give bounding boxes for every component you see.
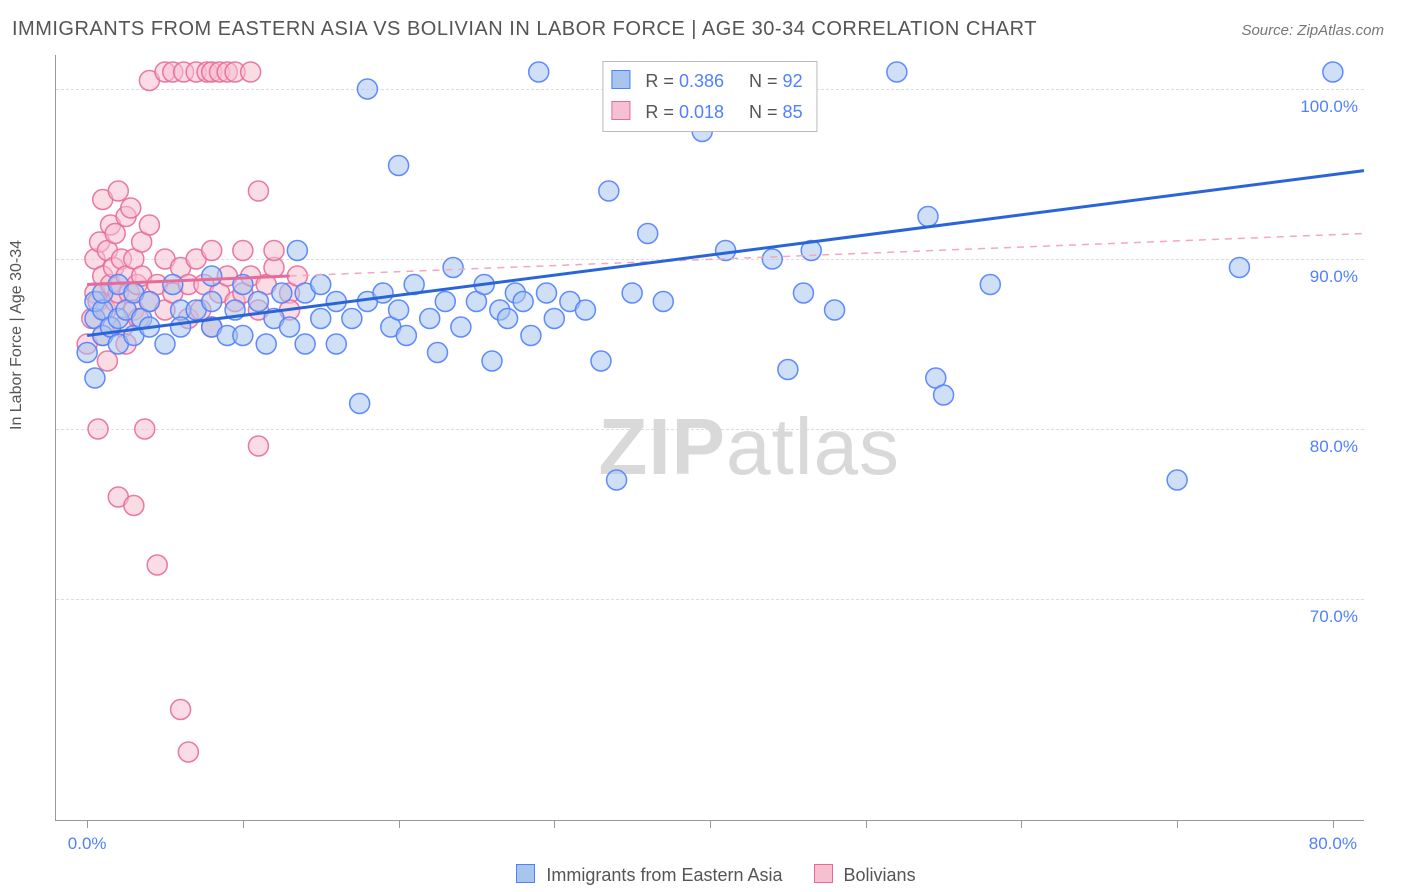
source-attribution: Source: ZipAtlas.com <box>1241 22 1384 39</box>
legend-swatch-b-icon <box>814 864 833 883</box>
legend-label-series-b: Bolivians <box>844 865 916 885</box>
x-tick-label-max: 80.0% <box>1309 834 1357 854</box>
legend-n-value-b: 85 <box>783 102 803 122</box>
legend-label-series-a: Immigrants from Eastern Asia <box>546 865 782 885</box>
x-tick <box>866 820 867 828</box>
chart-container: IMMIGRANTS FROM EASTERN ASIA VS BOLIVIAN… <box>0 0 1406 892</box>
legend-row-series-a: R = 0.386 N = 92 <box>611 66 802 97</box>
legend-swatch-a-icon <box>516 864 535 883</box>
legend-n-value-a: 92 <box>783 71 803 91</box>
correlation-legend: R = 0.386 N = 92 R = 0.018 N = 85 <box>602 61 817 132</box>
series-legend: Immigrants from Eastern Asia Bolivians <box>0 864 1406 886</box>
chart-title: IMMIGRANTS FROM EASTERN ASIA VS BOLIVIAN… <box>12 18 1037 41</box>
x-tick <box>87 820 88 828</box>
x-tick <box>243 820 244 828</box>
legend-n-label: N = <box>749 71 778 91</box>
plot-svg <box>56 55 1364 820</box>
legend-swatch-b-icon <box>611 101 630 120</box>
x-tick <box>1333 820 1334 828</box>
plot-area: ZIPatlas R = 0.386 N = 92 R = 0.018 N = … <box>55 55 1364 821</box>
legend-r-label: R = <box>645 71 674 91</box>
legend-r-label: R = <box>645 102 674 122</box>
x-tick <box>1021 820 1022 828</box>
legend-r-value-b: 0.018 <box>679 102 724 122</box>
legend-swatch-a-icon <box>611 70 630 89</box>
x-tick-label-min: 0.0% <box>68 834 107 854</box>
x-tick <box>399 820 400 828</box>
y-axis-label: In Labor Force | Age 30-34 <box>8 240 26 430</box>
legend-r-value-a: 0.386 <box>679 71 724 91</box>
x-tick <box>554 820 555 828</box>
legend-n-label: N = <box>749 102 778 122</box>
x-tick <box>1177 820 1178 828</box>
x-tick <box>710 820 711 828</box>
legend-row-series-b: R = 0.018 N = 85 <box>611 97 802 128</box>
